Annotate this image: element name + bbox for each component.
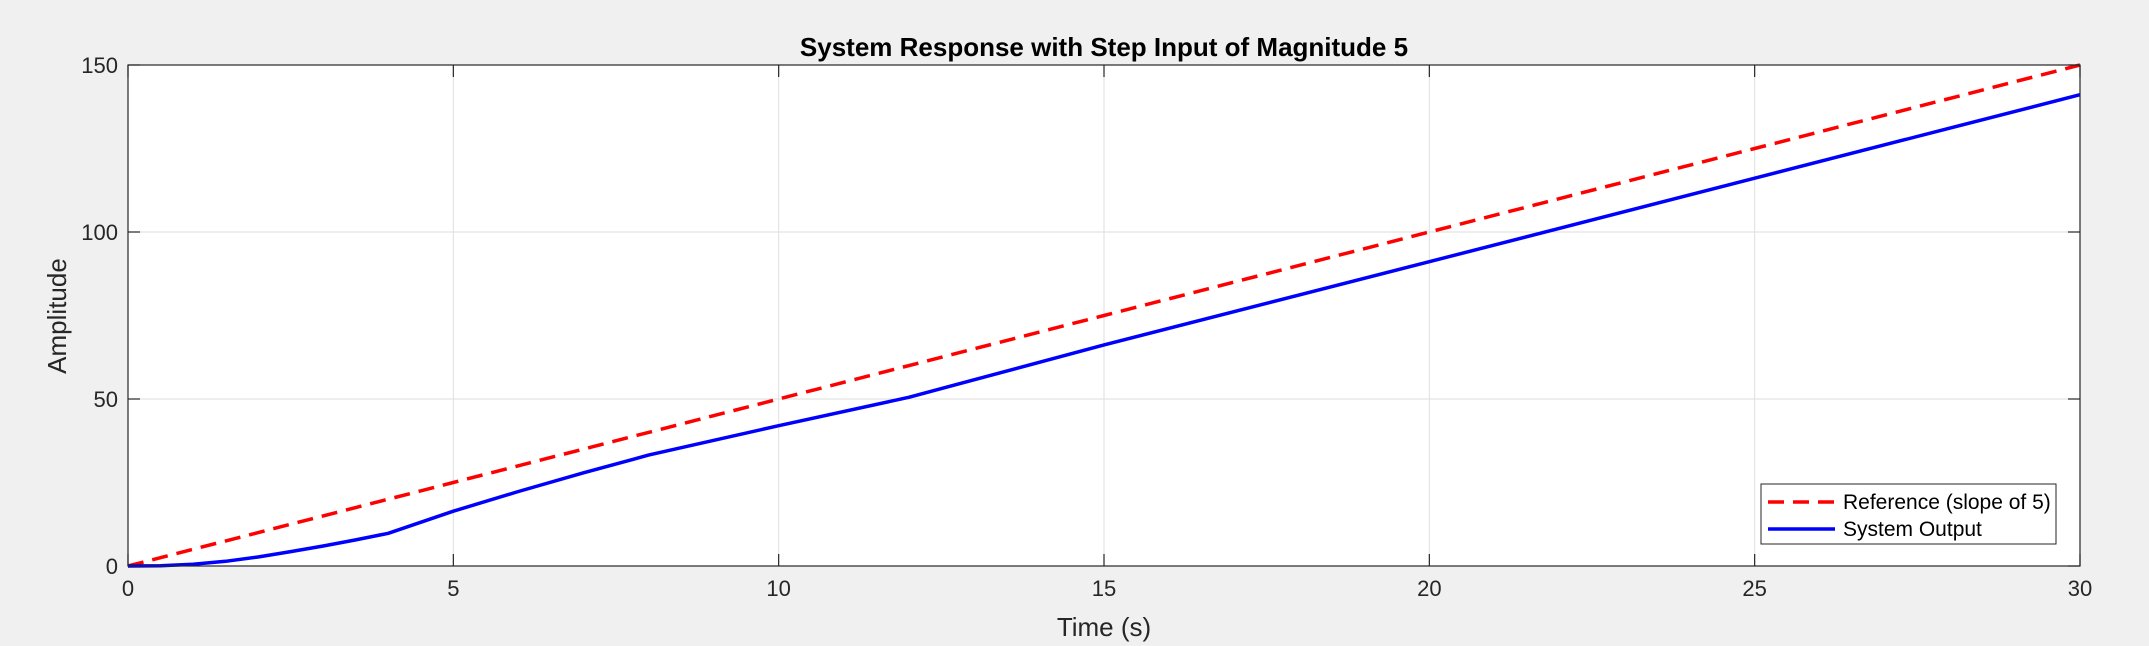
- x-tick-label: 15: [1092, 576, 1116, 601]
- chart-title: System Response with Step Input of Magni…: [800, 32, 1408, 62]
- y-tick-label: 50: [94, 387, 118, 412]
- legend-label-0: Reference (slope of 5): [1843, 491, 2051, 514]
- series-line-0: [127, 63, 2081, 568]
- y-tick-label: 100: [81, 220, 118, 245]
- x-tick-label: 0: [122, 576, 134, 601]
- x-tick-label: 25: [1742, 576, 1766, 601]
- y-tick-label: 150: [81, 53, 118, 78]
- legend: Reference (slope of 5) System Output: [1760, 483, 2057, 545]
- y-axis-label: Amplitude: [42, 258, 72, 374]
- ticks: 0 5 10 15 20 25 30 0 50 100 150: [81, 53, 2092, 601]
- x-axis-label: Time (s): [1057, 612, 1151, 642]
- series-line-1: [127, 93, 2081, 568]
- series-layer: [127, 63, 2081, 568]
- x-tick-label: 10: [766, 576, 790, 601]
- x-tick-label: 5: [447, 576, 459, 601]
- legend-box: [1760, 483, 2057, 545]
- x-tick-label: 20: [1417, 576, 1441, 601]
- legend-label-1: System Output: [1843, 518, 1982, 541]
- x-tick-label: 30: [2068, 576, 2092, 601]
- y-tick-label: 0: [106, 554, 118, 579]
